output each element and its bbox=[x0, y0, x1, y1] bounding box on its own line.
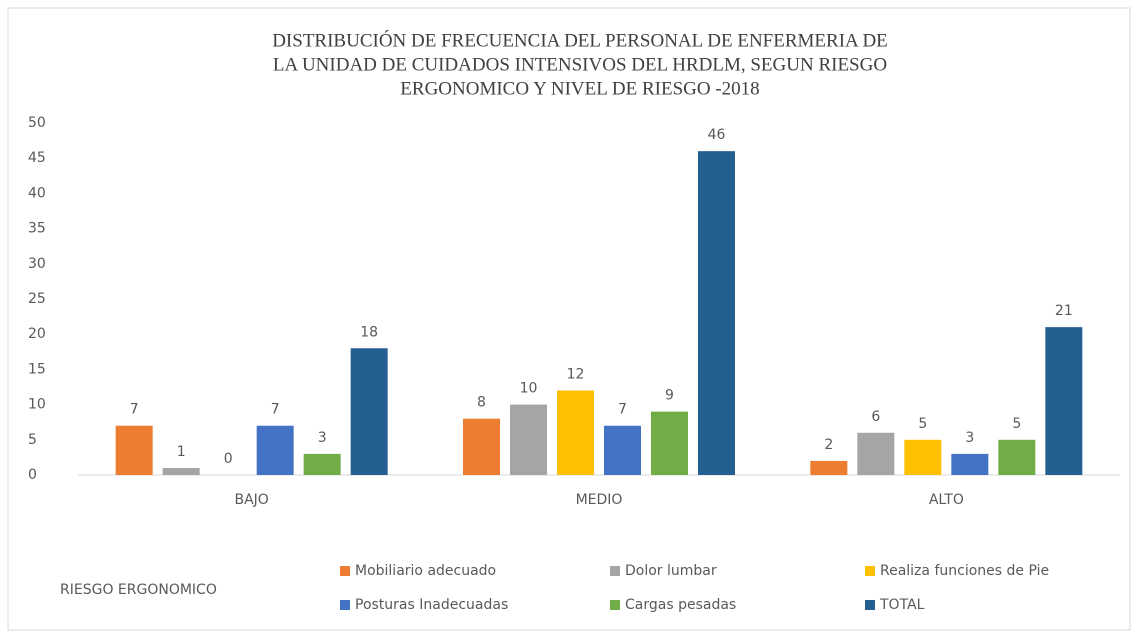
chart-title: LA UNIDAD DE CUIDADOS INTENSIVOS DEL HRD… bbox=[273, 54, 887, 75]
bar bbox=[951, 453, 989, 475]
data-label: 10 bbox=[520, 381, 538, 397]
bar bbox=[303, 453, 341, 475]
legend-swatch bbox=[865, 566, 875, 576]
bar bbox=[810, 460, 848, 475]
legend-title: RIESGO ERGONOMICO bbox=[60, 582, 217, 598]
legend-swatch bbox=[865, 600, 875, 610]
bar bbox=[463, 418, 500, 475]
y-tick-label: 35 bbox=[28, 221, 46, 237]
y-tick-label: 45 bbox=[28, 150, 46, 166]
y-tick-label: 25 bbox=[28, 291, 46, 307]
chart-title: DISTRIBUCIÓN DE FRECUENCIA DEL PERSONAL … bbox=[272, 29, 888, 51]
bar bbox=[256, 425, 294, 475]
bar bbox=[115, 425, 153, 475]
data-label: 8 bbox=[477, 395, 486, 411]
data-label: 18 bbox=[360, 324, 378, 340]
data-label: 3 bbox=[318, 430, 327, 446]
bar bbox=[350, 348, 388, 475]
data-label: 9 bbox=[665, 388, 674, 404]
data-label: 7 bbox=[271, 402, 280, 418]
legend-swatch bbox=[340, 600, 350, 610]
legend-label: Cargas pesadas bbox=[625, 597, 736, 613]
x-tick-label: BAJO bbox=[234, 492, 268, 508]
data-label: 3 bbox=[965, 430, 974, 446]
bar bbox=[698, 151, 735, 475]
data-label: 7 bbox=[130, 402, 139, 418]
data-label: 46 bbox=[708, 127, 726, 143]
bar bbox=[857, 432, 895, 475]
bar bbox=[510, 404, 547, 475]
legend-label: Realiza funciones de Pie bbox=[880, 563, 1049, 579]
legend-label: TOTAL bbox=[879, 597, 925, 613]
legend-swatch bbox=[340, 566, 350, 576]
bar bbox=[998, 439, 1036, 475]
data-label: 1 bbox=[177, 444, 186, 460]
y-tick-label: 15 bbox=[28, 361, 46, 377]
bar bbox=[604, 425, 641, 475]
data-label: 12 bbox=[567, 367, 585, 383]
legend-label: Posturas Inadecuadas bbox=[355, 597, 508, 613]
data-label: 21 bbox=[1055, 303, 1073, 319]
y-tick-label: 20 bbox=[28, 326, 46, 342]
bar bbox=[162, 467, 200, 475]
y-tick-label: 30 bbox=[28, 256, 46, 272]
bar bbox=[904, 439, 942, 475]
chart-border bbox=[7, 7, 1131, 631]
y-tick-label: 50 bbox=[28, 115, 46, 131]
data-label: 5 bbox=[1012, 416, 1021, 432]
legend-swatch bbox=[610, 566, 620, 576]
x-tick-label: ALTO bbox=[929, 492, 964, 508]
data-label: 6 bbox=[871, 409, 880, 425]
legend-label: Dolor lumbar bbox=[625, 563, 717, 579]
legend-swatch bbox=[610, 600, 620, 610]
bar bbox=[557, 390, 594, 475]
data-label: 5 bbox=[918, 416, 927, 432]
y-tick-label: 40 bbox=[28, 185, 46, 201]
legend-label: Mobiliario adecuado bbox=[355, 563, 496, 579]
x-tick-label: MEDIO bbox=[576, 492, 623, 508]
bar bbox=[651, 411, 688, 475]
chart-title: ERGONOMICO Y NIVEL DE RIESGO -2018 bbox=[400, 78, 759, 99]
data-label: 2 bbox=[824, 437, 833, 453]
bar bbox=[1045, 327, 1083, 475]
y-tick-label: 5 bbox=[28, 432, 37, 448]
data-label: 7 bbox=[618, 402, 627, 418]
y-tick-label: 10 bbox=[28, 397, 46, 413]
data-label: 0 bbox=[224, 451, 233, 467]
y-tick-label: 0 bbox=[28, 467, 37, 483]
